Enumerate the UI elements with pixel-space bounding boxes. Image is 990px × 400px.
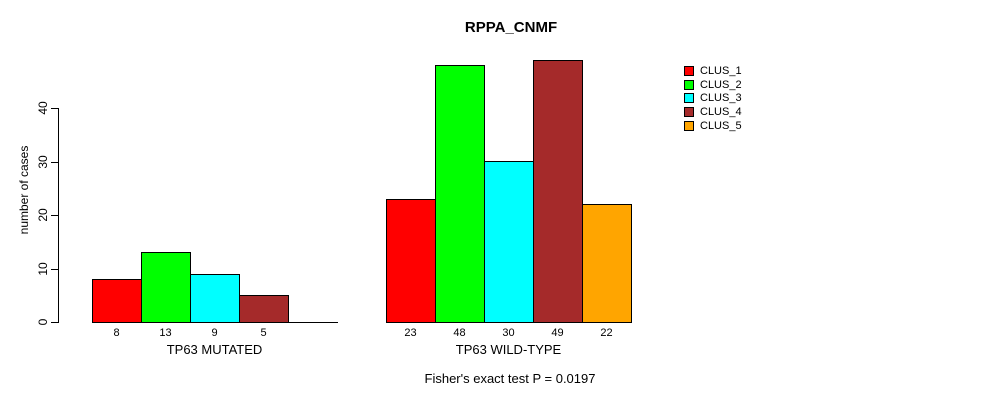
bar-clus_4	[533, 60, 583, 323]
bar-clus_3	[484, 161, 534, 323]
bar-value-label: 22	[600, 327, 613, 339]
bar-value-label: 5	[260, 327, 267, 339]
bar-clus_1	[386, 199, 436, 323]
legend-swatch	[684, 79, 694, 90]
legend-item: CLUS_5	[684, 119, 742, 133]
group-label: TP63 WILD-TYPE	[455, 342, 562, 357]
group-label: TP63 MUTATED	[166, 342, 263, 357]
legend-swatch	[684, 121, 694, 132]
y-tick-label: 30	[36, 154, 50, 169]
y-axis-line	[58, 108, 59, 323]
legend-swatch	[684, 107, 694, 118]
bar-clus_2	[141, 252, 191, 323]
bar-value-label: 30	[502, 327, 515, 339]
legend: CLUS_1 CLUS_2 CLUS_3 CLUS_4 CLUS_5	[684, 64, 742, 133]
bar-clus_2	[435, 65, 485, 323]
bar-value-label: 48	[453, 327, 466, 339]
bar-value-label: 23	[404, 327, 417, 339]
y-axis-tick	[51, 322, 58, 323]
legend-item: CLUS_3	[684, 92, 742, 106]
legend-label: CLUS_2	[700, 78, 742, 91]
y-axis-tick	[51, 268, 58, 270]
legend-label: CLUS_1	[700, 64, 742, 77]
bar-clus_3	[190, 274, 240, 323]
y-axis-tick	[51, 108, 58, 109]
y-axis-tick	[51, 161, 58, 163]
bar-value-label: 13	[159, 327, 172, 339]
chart-title: RPPA_CNMF	[464, 19, 558, 36]
legend-item: CLUS_2	[684, 78, 742, 92]
bar-value-label: 49	[551, 327, 564, 339]
legend-item: CLUS_4	[684, 105, 742, 119]
y-tick-label: 10	[36, 261, 50, 276]
legend-label: CLUS_5	[700, 120, 742, 133]
y-tick-label: 0	[36, 318, 50, 326]
bar-value-label: 8	[113, 327, 120, 339]
y-tick-label: 20	[36, 208, 50, 222]
subtitle-text: Fisher's exact test P = 0.0197	[424, 371, 596, 386]
legend-label: CLUS_3	[700, 92, 742, 105]
legend-label: CLUS_4	[700, 106, 742, 119]
y-tick-label: 40	[36, 101, 50, 115]
bar-clus_4	[239, 295, 289, 323]
bar-clus_1	[92, 279, 142, 323]
y-axis-label: number of cases	[17, 145, 31, 235]
y-axis-tick	[51, 215, 58, 216]
bar-clus_5	[582, 204, 632, 323]
legend-item: CLUS_1	[684, 64, 742, 78]
bar-value-label: 9	[211, 327, 218, 339]
legend-swatch	[684, 93, 694, 104]
legend-swatch	[684, 65, 694, 76]
